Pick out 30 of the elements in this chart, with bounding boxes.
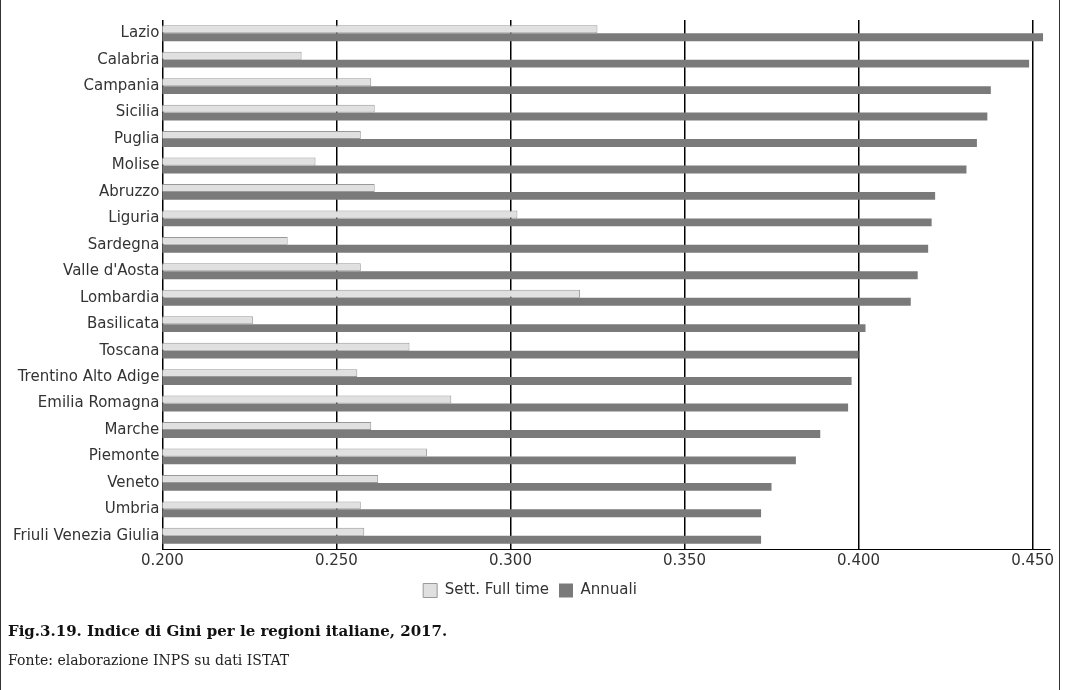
y-tick-label: Calabria [97, 49, 160, 68]
y-tick-label: Molise [111, 155, 160, 174]
y-tick-label: Campania [83, 76, 160, 95]
y-tick-label: Toscana [98, 340, 160, 359]
x-tick-label: 0.450 [1011, 550, 1055, 569]
y-tick-label: Basilicata [87, 314, 160, 333]
x-tick-label: 0.250 [314, 550, 358, 569]
text: Fig.3.19. Indice di Gini per le regioni italiane, 2017. [8, 622, 448, 640]
x-tick-label: 0.300 [488, 550, 532, 569]
y-tick-label: Umbria [104, 499, 160, 518]
y-tick-label: Valle d'Aosta [63, 261, 160, 280]
y-tick-label: Sicilia [115, 102, 160, 121]
y-tick-label: Marche [104, 419, 160, 438]
y-tick-label: Friuli Venezia Giulia [12, 525, 160, 544]
legend-label: Annuali [580, 580, 637, 599]
source-note: Fonte: elaborazione INPS su dati ISTAT [8, 652, 290, 668]
y-tick-label: Lazio [120, 23, 160, 42]
y-tick-label: Emilia Romagna [37, 393, 160, 412]
y-tick-label: Trentino Alto Adige [16, 366, 160, 385]
y-tick-label: Piemonte [88, 446, 160, 465]
y-tick-label: Veneto [107, 472, 160, 491]
y-tick-label: Liguria [108, 208, 160, 227]
y-tick-label: Puglia [114, 128, 160, 147]
x-tick-label: 0.200 [140, 550, 184, 569]
x-tick-label: 0.400 [837, 550, 881, 569]
y-tick-label: Abruzzo [98, 181, 160, 200]
x-tick-label: 0.350 [663, 550, 706, 569]
y-tick-label: Sardegna [87, 234, 160, 253]
y-tick-label: Lombardia [79, 287, 160, 306]
legend-label: Sett. Full time [444, 580, 550, 599]
